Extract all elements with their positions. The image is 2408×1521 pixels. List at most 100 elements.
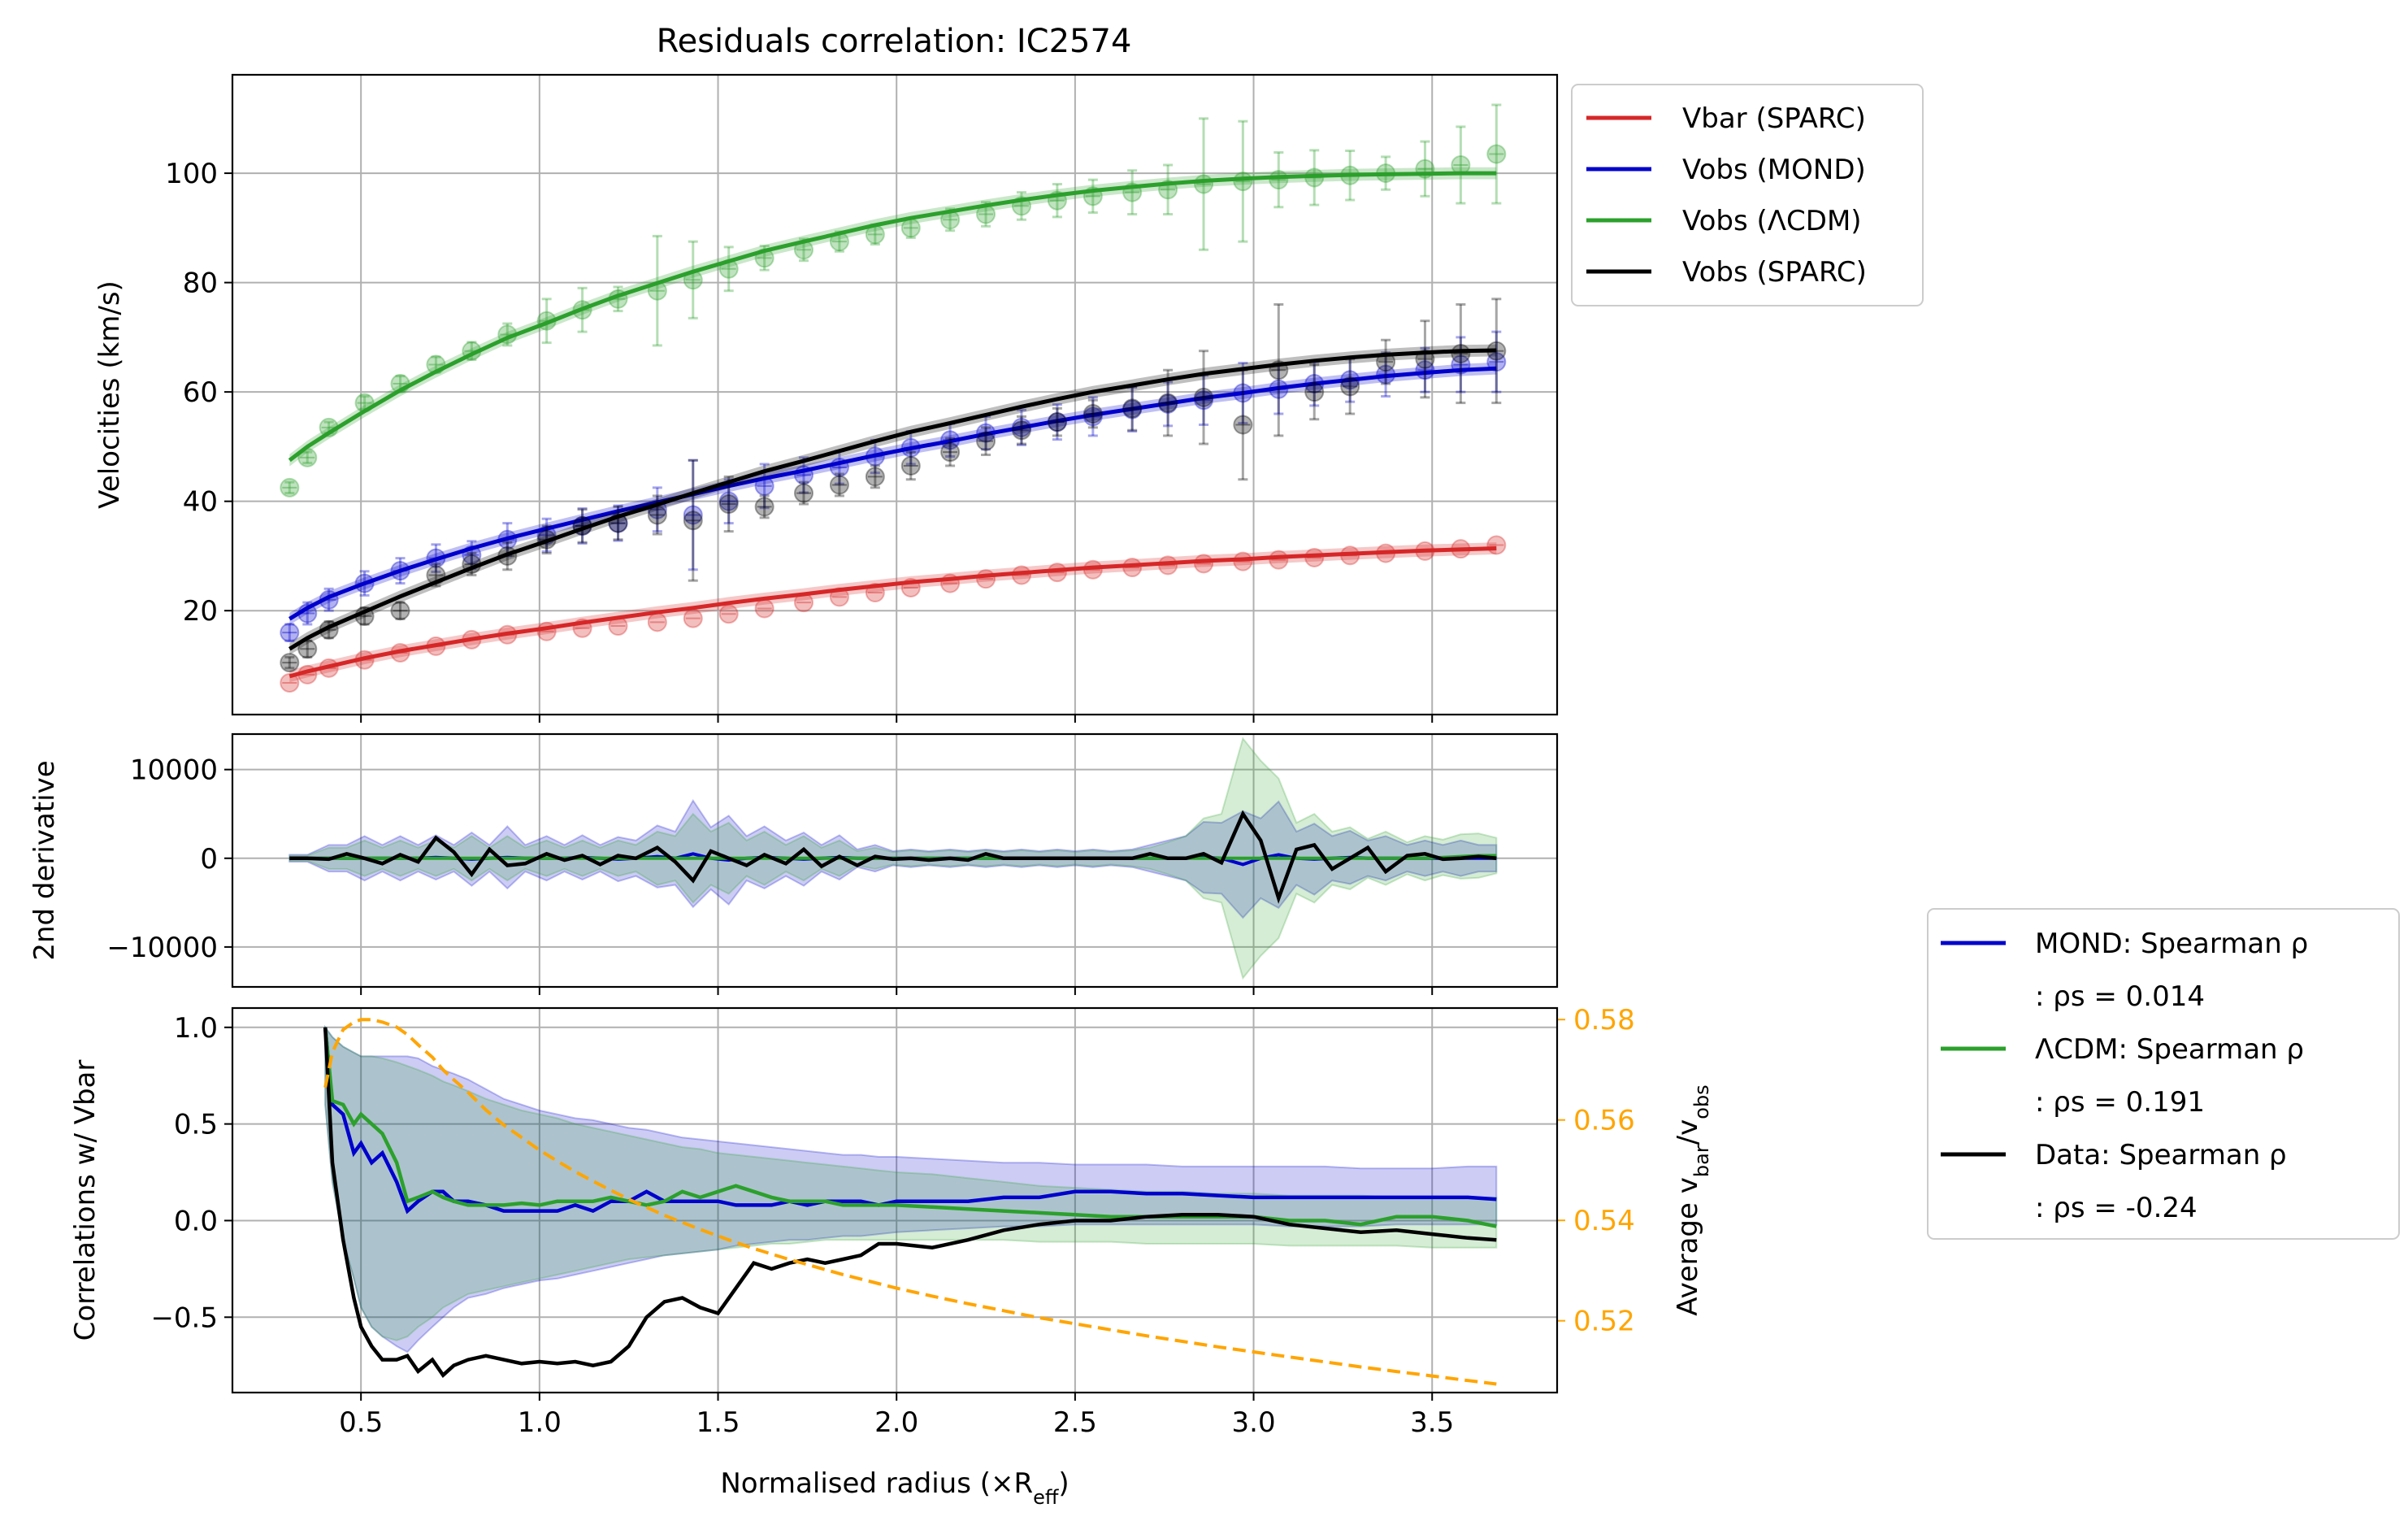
- ax1-point-vbar-sparc-30: [1340, 545, 1360, 566]
- ax1-point-vobs-mond-7: [497, 529, 518, 550]
- ax1-point-vobs-sparc-6: [462, 554, 482, 575]
- ax1-ytick-label-0: 20: [183, 595, 218, 628]
- ax1-point-vobs-cdm-30: [1340, 165, 1360, 185]
- ax1-point-vobs-mond-16: [829, 457, 849, 477]
- ax1-point-vobs-sparc-17: [865, 467, 885, 487]
- ax1-point-vobs-sparc-31: [1376, 352, 1396, 372]
- ax1-point-vobs-sparc-8: [536, 529, 557, 550]
- ax1-point-vobs-sparc-3: [354, 606, 375, 626]
- ax1-point-vobs-cdm-15: [793, 240, 814, 260]
- ax1-point-vbar-sparc-21: [1011, 565, 1031, 585]
- ax3-xtick-label-0: 0.5: [339, 1406, 383, 1439]
- ax1-point-vobs-cdm-10: [608, 289, 628, 309]
- ax1-point-vbar-sparc-5: [426, 636, 446, 656]
- ax1-point-vobs-cdm-5: [426, 354, 446, 375]
- ax1-point-vobs-mond-23: [1083, 406, 1103, 427]
- ax3-y2tick-label-1: 0.54: [1573, 1205, 1635, 1237]
- ax1-point-vobs-cdm-4: [390, 374, 410, 394]
- legend1-label-0: Vbar (SPARC): [1682, 102, 1866, 135]
- ax1-point-vobs-sparc-10: [608, 513, 628, 533]
- ax1-point-vobs-cdm-19: [940, 210, 961, 230]
- ax1-point-vobs-sparc-2: [319, 619, 339, 640]
- ax1-point-vbar-sparc-26: [1194, 554, 1214, 574]
- ax1-point-vobs-cdm-18: [900, 218, 921, 238]
- ax2-frame: [231, 732, 1559, 989]
- ax1-band-vobs-cdm: [289, 167, 1497, 467]
- ax1-frame: [231, 73, 1559, 716]
- ax1-point-vbar-sparc-2: [319, 658, 339, 678]
- ax1-point-vobs-sparc-20: [976, 431, 996, 451]
- ax1-point-vobs-sparc-34: [1486, 341, 1507, 361]
- correlation-panel: −0.5 0.0 0.5 1.0 0.5 1.0 1.5 2.0 2.5 3.0 3.5 0.52 0.…: [69, 1004, 1713, 1509]
- velocity-legend: Vbar (SPARC) Vobs (MOND) Vobs (ΛCDM) Vobs (…: [1571, 84, 1924, 306]
- ax1-point-vobs-mond-12: [683, 505, 703, 525]
- ax2-ytick-label-1: 0: [200, 843, 218, 876]
- ax1-point-vobs-cdm-11: [647, 280, 667, 301]
- ax1-point-vbar-sparc-15: [793, 593, 814, 613]
- ax1-point-vobs-mond-17: [865, 446, 885, 467]
- ax3-ylabel: Correlations w/ Vbar: [69, 1060, 102, 1341]
- ax1-point-vobs-sparc-33: [1451, 344, 1471, 364]
- correlation-legend: MOND: Spearman ρ: ρs = 0.014 ΛCDM: Spearm…: [1927, 908, 2400, 1240]
- ax1-point-vobs-sparc-29: [1304, 382, 1325, 402]
- ax1-point-vbar-sparc-20: [976, 569, 996, 589]
- ax1-point-vobs-mond-5: [426, 548, 446, 568]
- ax1-point-vobs-sparc-5: [426, 565, 446, 585]
- ax3-frame: [231, 1006, 1559, 1394]
- ax1-point-vobs-sparc-30: [1340, 376, 1360, 397]
- ax1-ylabel: Velocities (km/s): [93, 280, 126, 509]
- ax1-point-vobs-cdm-22: [1047, 190, 1067, 211]
- ax1-point-vbar-sparc-31: [1376, 543, 1396, 563]
- ax3-line-data: [323, 1027, 1497, 1378]
- ax1-point-vobs-sparc-1: [297, 639, 318, 659]
- ax1-line-vbar-sparc: [289, 546, 1497, 679]
- ax2-ytick-label-0: −10000: [106, 932, 218, 964]
- ax2-plot-area: [289, 737, 1498, 980]
- ax1-point-vobs-cdm-24: [1122, 182, 1143, 202]
- legend3-label-1: ΛCDM: Spearman ρ: [2035, 1033, 2304, 1066]
- ax1-point-vobs-mond-22: [1047, 412, 1067, 432]
- legend1-box: [1571, 84, 1924, 306]
- ax1-point-vobs-mond-29: [1304, 374, 1325, 394]
- ax1-line-vobs-mond: [288, 366, 1497, 621]
- ax1-point-vobs-sparc-25: [1158, 393, 1178, 413]
- ax1-point-vobs-mond-18: [900, 437, 921, 458]
- ax3-line-mond: [323, 1027, 1497, 1215]
- ax1-point-vobs-sparc-24: [1122, 398, 1143, 419]
- ax1-point-vobs-sparc-18: [900, 455, 921, 476]
- ax1-point-vobs-mond-30: [1340, 370, 1360, 390]
- ax1-point-vobs-mond-14: [754, 476, 774, 496]
- legend3-box: [1927, 908, 2400, 1240]
- ax1-point-vobs-cdm-28: [1269, 170, 1289, 190]
- ax1-point-vobs-cdm-3: [354, 393, 375, 413]
- ax1-point-vobs-sparc-32: [1415, 349, 1435, 369]
- ax1-point-vobs-cdm-26: [1194, 174, 1214, 194]
- ax3-xtick-label-5: 3.0: [1232, 1406, 1276, 1439]
- ax1-point-vobs-mond-25: [1158, 393, 1178, 414]
- ax3-y2tick-label-3: 0.58: [1573, 1004, 1635, 1036]
- ax1-point-vbar-sparc-22: [1047, 563, 1067, 583]
- ax1-point-vobs-cdm-13: [718, 259, 739, 279]
- ax1-point-vobs-sparc-22: [1047, 412, 1067, 432]
- ax1-point-vobs-mond-13: [718, 491, 739, 511]
- ax1-point-vobs-mond-31: [1376, 364, 1396, 385]
- ax1-point-vbar-sparc-24: [1122, 558, 1143, 578]
- ax1-point-vobs-cdm-34: [1486, 144, 1507, 164]
- ax1-point-vbar-sparc-8: [536, 621, 557, 641]
- ax1-point-vobs-sparc-27: [1233, 415, 1253, 435]
- ax3-ytick-label-2: 0.5: [174, 1109, 218, 1141]
- ax1-point-vbar-sparc-28: [1269, 550, 1289, 570]
- ax1-point-vobs-mond-19: [940, 430, 961, 450]
- ax1-point-vobs-sparc-14: [754, 497, 774, 517]
- ax3-band-mond: [324, 1024, 1498, 1354]
- legend1-label-1: Vobs (MOND): [1682, 154, 1866, 186]
- ax1-point-vobs-sparc-19: [940, 442, 961, 463]
- ax1-line-vobs-sparc: [288, 348, 1497, 651]
- ax1-point-vobs-mond-34: [1486, 352, 1507, 372]
- ax3-y2tick-label-0: 0.52: [1573, 1306, 1635, 1338]
- ax1-point-vobs-cdm-6: [462, 341, 482, 361]
- ax3-ytick-label-1: 0.0: [174, 1205, 218, 1237]
- ax1-point-vobs-mond-27: [1233, 383, 1253, 403]
- ax3-ytick-label-3: 1.0: [174, 1012, 218, 1045]
